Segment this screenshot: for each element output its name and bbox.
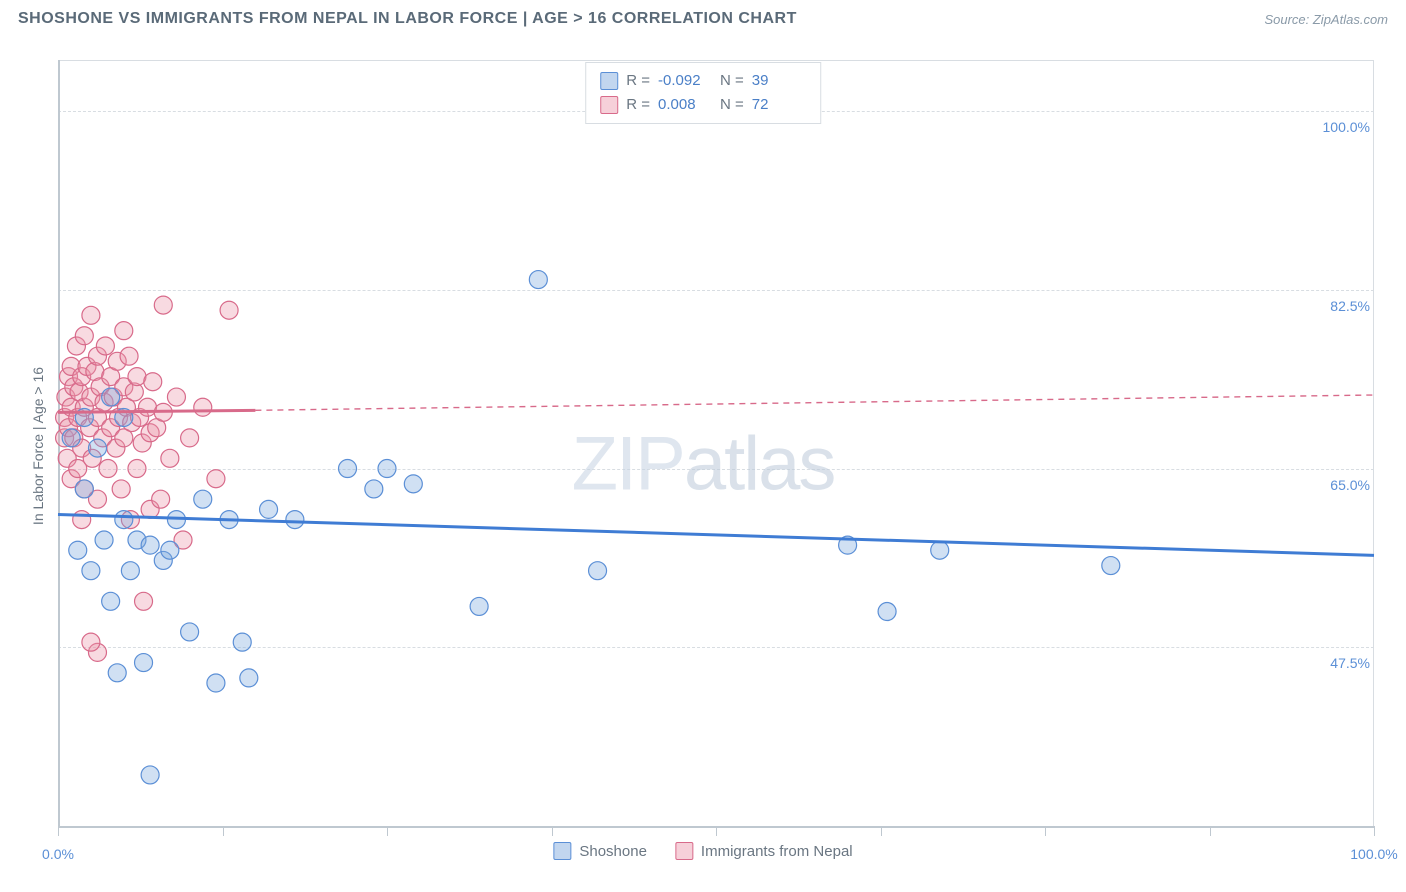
scatter-point (69, 541, 87, 559)
scatter-point (194, 490, 212, 508)
x-axis-line (58, 826, 1374, 828)
legend-top: R = -0.092 N = 39 R = 0.008 N = 72 (585, 62, 821, 124)
scatter-point (878, 603, 896, 621)
r-label: R = (626, 69, 650, 93)
chart-title: SHOSHONE VS IMMIGRANTS FROM NEPAL IN LAB… (18, 10, 797, 28)
scatter-point (1102, 557, 1120, 575)
legend-row-blue: R = -0.092 N = 39 (600, 69, 806, 93)
scatter-point (181, 429, 199, 447)
scatter-point (154, 296, 172, 314)
scatter-point (167, 388, 185, 406)
scatter-point (141, 766, 159, 784)
scatter-point (152, 490, 170, 508)
r-value-pink: 0.008 (658, 93, 712, 117)
scatter-point (181, 623, 199, 641)
legend-label-pink: Immigrants from Nepal (701, 843, 853, 860)
scatter-point (240, 669, 258, 687)
scatter-point (115, 322, 133, 340)
scatter-point (260, 500, 278, 518)
swatch-pink (675, 842, 693, 860)
r-value-blue: -0.092 (658, 69, 712, 93)
n-value-pink: 72 (752, 93, 806, 117)
scatter-point (529, 271, 547, 289)
scatter-point (135, 592, 153, 610)
legend-item-pink: Immigrants from Nepal (675, 842, 853, 860)
scatter-point (161, 541, 179, 559)
scatter-point (120, 347, 138, 365)
x-tick (1374, 826, 1375, 836)
scatter-point (161, 449, 179, 467)
scatter-point (99, 460, 117, 478)
scatter-point (112, 480, 130, 498)
n-label: N = (720, 69, 744, 93)
trendline-blue (58, 514, 1374, 555)
scatter-point (82, 562, 100, 580)
scatter-point (75, 480, 93, 498)
scatter-point (95, 531, 113, 549)
source-label: Source: ZipAtlas.com (1264, 12, 1388, 27)
swatch-blue (600, 72, 618, 90)
scatter-point (220, 301, 238, 319)
scatter-point (108, 664, 126, 682)
chart-header: SHOSHONE VS IMMIGRANTS FROM NEPAL IN LAB… (0, 0, 1406, 34)
legend-item-blue: Shoshone (553, 842, 647, 860)
scatter-point (82, 633, 100, 651)
scatter-point (82, 306, 100, 324)
scatter-point (128, 460, 146, 478)
scatter-point (470, 597, 488, 615)
scatter-point (144, 373, 162, 391)
scatter-point (96, 337, 114, 355)
chart-container: In Labor Force | Age > 16 47.5%65.0%82.5… (18, 46, 1388, 892)
scatter-point (339, 460, 357, 478)
r-label: R = (626, 93, 650, 117)
scatter-point (931, 541, 949, 559)
trendline-pink-solid (58, 410, 255, 412)
scatter-point (207, 470, 225, 488)
scatter-point (365, 480, 383, 498)
scatter-point (121, 562, 139, 580)
x-tick-label: 100.0% (1350, 846, 1397, 862)
scatter-point (88, 439, 106, 457)
scatter-point (141, 536, 159, 554)
scatter-point (404, 475, 422, 493)
scatter-plot (58, 60, 1374, 826)
legend-row-pink: R = 0.008 N = 72 (600, 93, 806, 117)
scatter-point (589, 562, 607, 580)
x-tick-label: 0.0% (42, 846, 74, 862)
scatter-point (62, 429, 80, 447)
scatter-point (115, 511, 133, 529)
swatch-pink (600, 96, 618, 114)
scatter-point (73, 511, 91, 529)
scatter-point (135, 654, 153, 672)
legend-label-blue: Shoshone (579, 843, 647, 860)
trendline-pink-dash (255, 395, 1374, 410)
n-value-blue: 39 (752, 69, 806, 93)
legend-bottom: Shoshone Immigrants from Nepal (553, 842, 852, 860)
scatter-point (194, 398, 212, 416)
swatch-blue (553, 842, 571, 860)
y-axis-title: In Labor Force | Age > 16 (30, 367, 46, 525)
n-label: N = (720, 93, 744, 117)
scatter-point (286, 511, 304, 529)
scatter-point (75, 327, 93, 345)
scatter-point (207, 674, 225, 692)
scatter-point (102, 592, 120, 610)
scatter-point (378, 460, 396, 478)
scatter-point (102, 388, 120, 406)
scatter-point (233, 633, 251, 651)
